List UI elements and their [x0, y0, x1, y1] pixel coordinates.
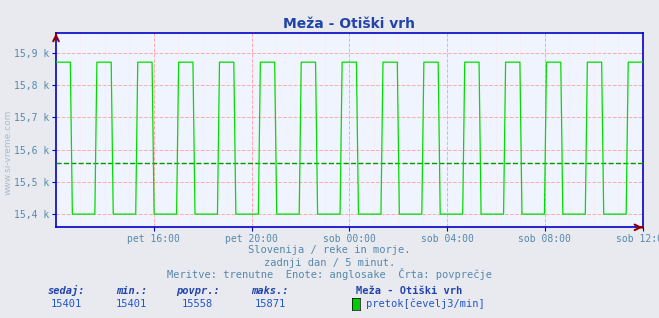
Text: pretok[čevelj3/min]: pretok[čevelj3/min]	[366, 298, 484, 309]
Text: maks.:: maks.:	[252, 286, 289, 296]
Text: 15558: 15558	[182, 299, 214, 309]
Title: Meža - Otiški vrh: Meža - Otiški vrh	[283, 17, 415, 31]
Text: min.:: min.:	[116, 286, 148, 296]
Text: sedaj:: sedaj:	[47, 285, 84, 296]
Text: zadnji dan / 5 minut.: zadnji dan / 5 minut.	[264, 258, 395, 267]
Text: 15401: 15401	[116, 299, 148, 309]
Text: Meritve: trenutne  Enote: anglosake  Črta: povprečje: Meritve: trenutne Enote: anglosake Črta:…	[167, 268, 492, 280]
Text: povpr.:: povpr.:	[176, 286, 219, 296]
Text: Slovenija / reke in morje.: Slovenija / reke in morje.	[248, 245, 411, 255]
Text: 15401: 15401	[50, 299, 82, 309]
Text: Meža - Otiški vrh: Meža - Otiški vrh	[356, 286, 462, 296]
Text: 15871: 15871	[254, 299, 286, 309]
Text: www.si-vreme.com: www.si-vreme.com	[3, 110, 13, 195]
